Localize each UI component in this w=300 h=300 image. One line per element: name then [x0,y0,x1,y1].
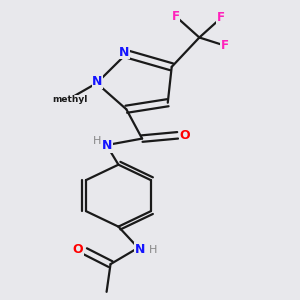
Text: N: N [119,46,130,59]
Text: N: N [135,243,145,256]
Text: F: F [221,39,229,52]
Text: F: F [217,11,225,24]
Text: methyl: methyl [52,95,88,104]
Text: N: N [102,139,112,152]
Text: O: O [73,243,83,256]
Text: O: O [179,129,190,142]
Text: H: H [149,245,157,255]
Text: N: N [92,75,103,88]
Text: H: H [92,136,101,146]
Text: F: F [172,10,180,23]
